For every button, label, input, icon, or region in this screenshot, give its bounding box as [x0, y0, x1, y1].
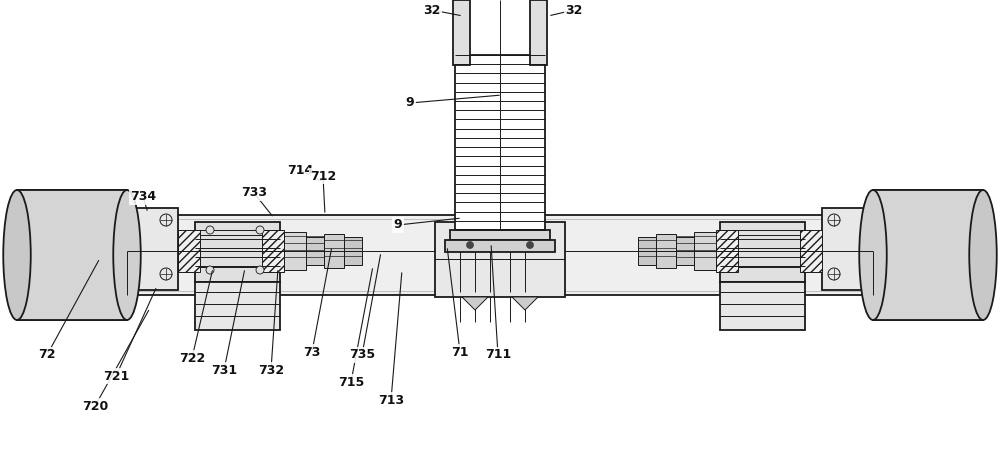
- Text: 731: 731: [211, 364, 237, 376]
- Bar: [324, 234, 344, 268]
- Bar: [800, 230, 822, 272]
- Bar: [676, 237, 694, 265]
- Circle shape: [828, 214, 840, 226]
- Bar: [178, 230, 200, 272]
- Text: 32: 32: [565, 3, 583, 16]
- Circle shape: [526, 241, 534, 249]
- Ellipse shape: [969, 190, 997, 320]
- Text: 9: 9: [394, 219, 402, 232]
- Ellipse shape: [859, 190, 887, 320]
- Polygon shape: [462, 297, 488, 310]
- Bar: [873, 190, 983, 320]
- Bar: [262, 230, 284, 272]
- Bar: [450, 230, 550, 240]
- Text: 733: 733: [241, 187, 267, 199]
- Text: 721: 721: [103, 370, 129, 382]
- Circle shape: [160, 268, 172, 280]
- Text: 9: 9: [406, 96, 414, 110]
- Circle shape: [160, 214, 172, 226]
- Circle shape: [256, 266, 264, 274]
- Text: 714: 714: [287, 163, 313, 176]
- Bar: [113, 208, 178, 290]
- Bar: [445, 240, 555, 252]
- Bar: [17, 190, 127, 320]
- Text: 32: 32: [423, 3, 441, 16]
- Bar: [195, 222, 280, 282]
- Text: 722: 722: [179, 351, 205, 365]
- Circle shape: [828, 268, 840, 280]
- Bar: [656, 234, 676, 268]
- Circle shape: [206, 226, 214, 234]
- Text: 715: 715: [338, 375, 364, 388]
- Text: 711: 711: [485, 349, 511, 361]
- Ellipse shape: [3, 190, 31, 320]
- Bar: [638, 237, 656, 265]
- Bar: [873, 190, 983, 320]
- Text: 72: 72: [38, 349, 56, 361]
- Bar: [435, 222, 565, 297]
- Text: 720: 720: [82, 400, 108, 412]
- Text: 73: 73: [303, 345, 321, 358]
- Bar: [17, 190, 127, 320]
- Bar: [694, 232, 716, 270]
- Bar: [455, 55, 545, 230]
- Text: 713: 713: [378, 394, 404, 407]
- Bar: [453, 0, 470, 65]
- Bar: [284, 232, 306, 270]
- Text: 71: 71: [451, 345, 469, 358]
- Bar: [738, 235, 803, 267]
- Polygon shape: [512, 297, 538, 310]
- Bar: [720, 282, 805, 330]
- Bar: [716, 230, 738, 272]
- Circle shape: [256, 226, 264, 234]
- Bar: [306, 237, 324, 265]
- Text: 734: 734: [130, 190, 156, 204]
- Circle shape: [466, 241, 474, 249]
- Ellipse shape: [113, 190, 141, 320]
- Bar: [822, 208, 887, 290]
- Bar: [530, 0, 547, 65]
- Circle shape: [206, 266, 214, 274]
- Bar: [60, 219, 940, 291]
- Bar: [200, 235, 265, 267]
- Bar: [195, 282, 280, 330]
- Bar: [55, 215, 945, 295]
- Bar: [344, 237, 362, 265]
- Bar: [720, 222, 805, 282]
- Text: 732: 732: [258, 364, 284, 376]
- Text: 712: 712: [310, 169, 336, 183]
- Text: 735: 735: [349, 349, 375, 361]
